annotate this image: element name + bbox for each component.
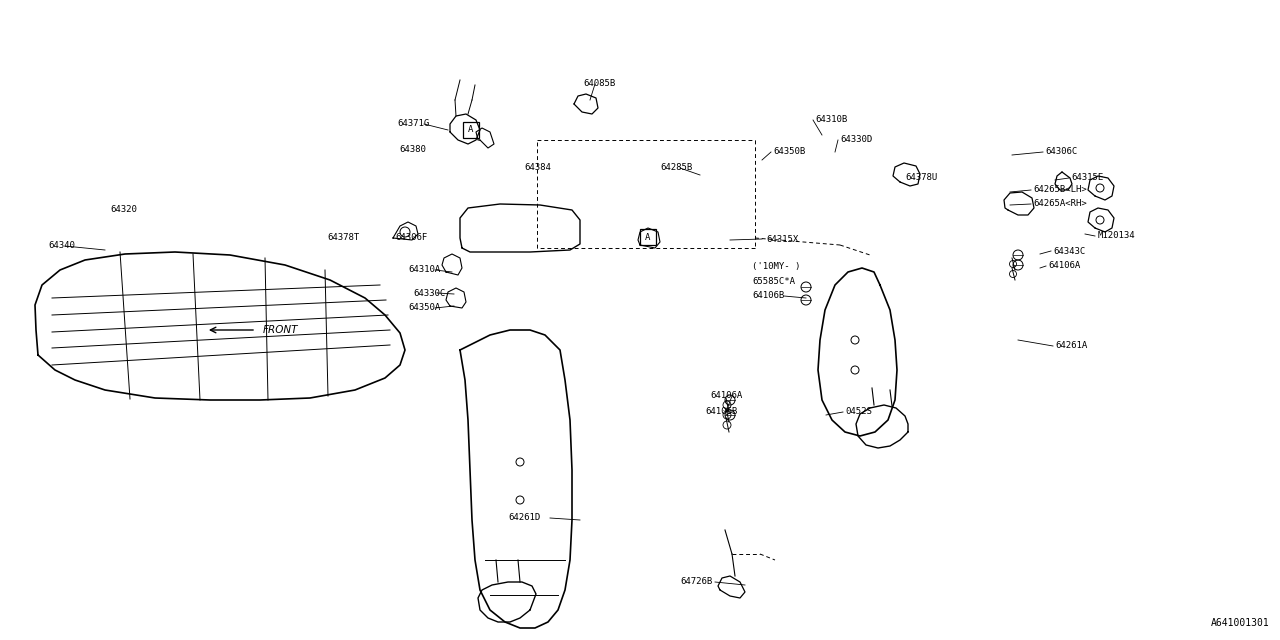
Text: 64350B: 64350B	[773, 147, 805, 157]
Text: 64310A: 64310A	[408, 266, 440, 275]
Text: 64106B: 64106B	[705, 408, 737, 417]
Text: 64106A: 64106A	[1048, 262, 1080, 271]
Text: 64315E: 64315E	[1071, 173, 1103, 182]
Text: M120134: M120134	[1098, 232, 1135, 241]
Text: A: A	[645, 232, 650, 241]
Text: 64106B: 64106B	[753, 291, 785, 301]
Text: 64261A: 64261A	[1055, 342, 1087, 351]
Text: 64378T: 64378T	[326, 234, 360, 243]
Text: 64350A: 64350A	[408, 303, 440, 312]
Text: 64340: 64340	[49, 241, 74, 250]
Text: 64265A<RH>: 64265A<RH>	[1033, 200, 1087, 209]
Text: 64378U: 64378U	[905, 173, 937, 182]
Text: 0452S: 0452S	[845, 408, 872, 417]
Text: 64384: 64384	[524, 163, 550, 173]
Text: A641001301: A641001301	[1211, 618, 1270, 628]
Text: 64371G: 64371G	[397, 120, 429, 129]
Text: A: A	[468, 125, 474, 134]
Text: 64306F: 64306F	[396, 234, 428, 243]
Text: ('10MY- ): ('10MY- )	[753, 262, 800, 271]
Text: 64343C: 64343C	[1053, 246, 1085, 255]
Text: 64330C: 64330C	[413, 289, 445, 298]
Text: FRONT: FRONT	[262, 325, 298, 335]
FancyBboxPatch shape	[463, 122, 479, 138]
Text: 64380: 64380	[399, 145, 426, 154]
FancyBboxPatch shape	[640, 229, 657, 245]
Text: 64726B: 64726B	[680, 577, 712, 586]
Text: 64261D: 64261D	[508, 513, 540, 522]
Text: 64315X: 64315X	[765, 234, 799, 243]
Text: 64310B: 64310B	[815, 115, 847, 125]
Text: 64306C: 64306C	[1044, 147, 1078, 157]
Text: 65585C*A: 65585C*A	[753, 276, 795, 285]
Text: 64265B<LH>: 64265B<LH>	[1033, 186, 1087, 195]
Text: 64320: 64320	[110, 205, 137, 214]
Text: 64106A: 64106A	[710, 392, 742, 401]
Text: 64085B: 64085B	[582, 79, 616, 88]
Text: 64285B: 64285B	[660, 163, 692, 173]
Text: 64330D: 64330D	[840, 136, 872, 145]
